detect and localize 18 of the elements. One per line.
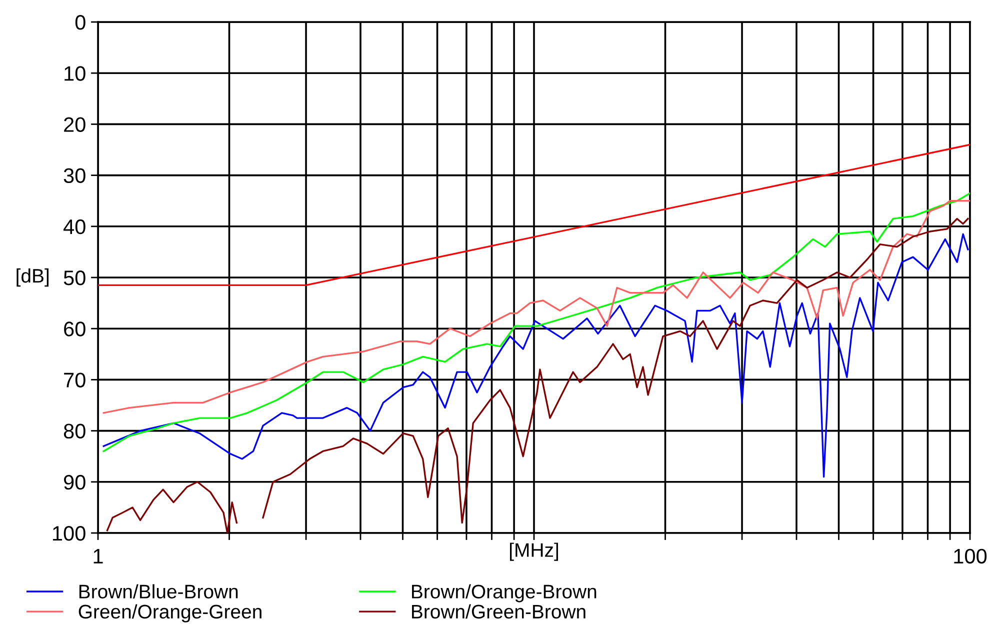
legend-label: Green/Orange-Green [78,604,262,622]
y-tick-label: 60 [64,322,86,336]
legend-label: Brown/Blue-Brown [79,584,238,598]
legend-label: Brown/Green-Brown [412,604,586,619]
y-tick-label: 90 [64,474,86,490]
x-axis-title: [MHz] [510,542,558,561]
x-tick-label: 1 [94,549,103,564]
y-tick-label: 0 [75,15,86,30]
legend-label: Brown/Orange-Brown [412,584,596,602]
y-tick-label: 70 [64,372,86,388]
y-tick-label: 40 [64,219,86,234]
y-tick-label: 80 [64,424,86,439]
y-tick-label: 20 [64,117,86,132]
y-tick-label: 30 [64,168,86,184]
y-tick-label: 50 [64,270,86,286]
y-axis-title: [dB] [16,268,49,287]
y-tick-label: 100 [53,526,86,541]
y-tick-label: 10 [64,66,86,81]
